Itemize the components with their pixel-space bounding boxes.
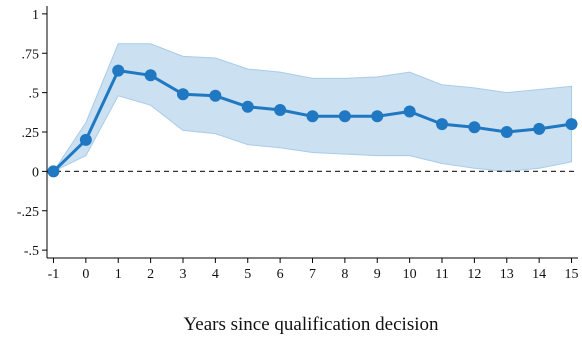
y-tick-label: 0: [32, 165, 39, 180]
y-tick-label: -.5: [24, 244, 39, 259]
estimate-point: [112, 64, 125, 77]
x-tick-label: 5: [244, 267, 251, 282]
estimate-point: [468, 121, 481, 134]
estimate-point: [371, 110, 384, 123]
y-tick-label: .75: [22, 47, 40, 62]
y-tick-label: .5: [29, 87, 40, 102]
estimate-point: [209, 89, 222, 102]
x-tick-label: 12: [467, 267, 481, 282]
estimate-point: [533, 122, 546, 135]
estimate-point: [500, 126, 513, 138]
y-tick-label: .25: [22, 126, 40, 141]
x-tick-label: 2: [147, 267, 154, 282]
x-tick-label: 8: [341, 267, 348, 282]
estimate-point: [241, 100, 254, 113]
estimate-point: [79, 133, 92, 146]
axes-layer: 1.75.5.250-.25-.5-1 0 1 2 3 4 5 6 7 8 9 10 11 12 13 14 1…: [17, 6, 579, 282]
y-tick-label: -.25: [17, 205, 39, 220]
confidence-band-layer: [52, 43, 572, 173]
estimate-point: [565, 118, 578, 131]
x-tick-label: 6: [277, 267, 284, 282]
y-tick-label: 1: [32, 8, 39, 23]
estimate-point: [338, 110, 351, 123]
estimate-point: [144, 69, 157, 82]
estimate-point: [47, 165, 60, 178]
x-tick-label: 3: [179, 267, 186, 282]
x-tick-label: 13: [500, 267, 514, 282]
x-tick-label: 0: [82, 267, 89, 282]
estimate-markers-layer: [47, 64, 578, 178]
confidence-band: [52, 43, 572, 173]
x-axis-title: Years since qualification decision: [183, 314, 439, 335]
estimate-point: [176, 88, 189, 101]
x-tick-label: 1: [115, 267, 122, 282]
x-tick-label: -1: [48, 267, 60, 282]
x-tick-label: 4: [212, 267, 219, 282]
estimate-point: [436, 118, 449, 131]
x-tick-label: 14: [532, 267, 546, 282]
estimate-point: [274, 103, 287, 116]
x-tick-label: 7: [309, 267, 316, 282]
estimate-point: [403, 105, 416, 118]
estimate-point: [306, 110, 319, 123]
x-tick-label: 9: [374, 267, 381, 282]
x-tick-label: 15: [565, 267, 579, 282]
x-tick-label: 11: [435, 267, 448, 282]
x-tick-label: 10: [403, 267, 417, 282]
